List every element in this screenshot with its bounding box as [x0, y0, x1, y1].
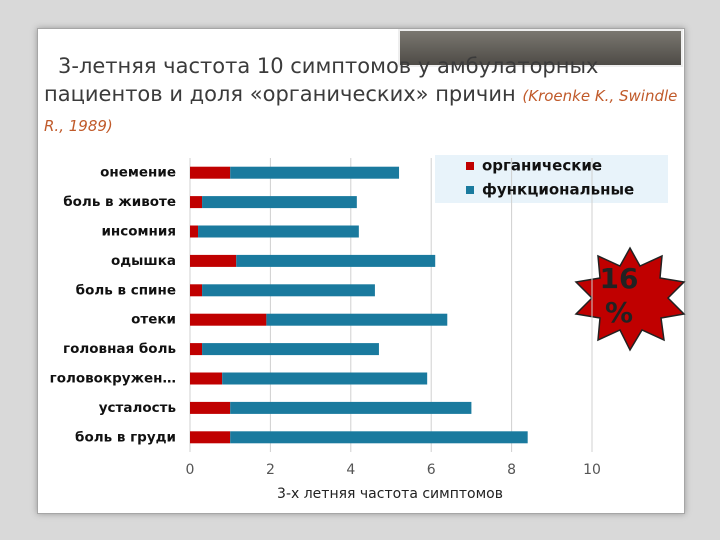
x-axis-label: 3-х летняя частота симптомов: [277, 486, 503, 502]
y-tick-label: головная боль: [63, 341, 176, 357]
bar-segment: [190, 343, 203, 356]
bar-segment: [190, 372, 223, 385]
y-tick-label: боль в животе: [63, 194, 176, 210]
legend-label: функциональные: [482, 181, 634, 199]
y-tick-label: боль в груди: [75, 429, 176, 445]
bar-segment: [190, 401, 231, 414]
legend-swatch: [466, 162, 474, 170]
bar-segment: [222, 372, 428, 385]
bar-segment: [190, 313, 267, 326]
annotation: 16 %: [599, 262, 639, 329]
bar-segment: [190, 284, 203, 297]
title-block: 3-летняя частота 10 симптомов у амбулато…: [44, 52, 684, 140]
decor-photo: [398, 29, 683, 67]
bar-segment: [202, 196, 357, 209]
bar-segment: [236, 254, 436, 267]
y-tick-label: боль в спине: [76, 282, 176, 298]
bar-segment: [202, 284, 375, 297]
legend-label: органические: [482, 157, 602, 175]
bar-segment: [190, 166, 231, 179]
bar-segment: [198, 225, 359, 238]
bar-segment: [190, 196, 203, 209]
x-tick-label: 10: [583, 462, 601, 478]
bar-segment: [230, 401, 472, 414]
bar-segment: [190, 225, 199, 238]
y-tick-label: отеки: [131, 312, 176, 328]
x-tick-label: 8: [507, 462, 516, 478]
x-tick-label: 4: [346, 462, 355, 478]
legend-swatch: [466, 186, 474, 194]
bar-segment: [202, 343, 379, 356]
y-tick-label: усталость: [99, 400, 176, 416]
x-tick-label: 2: [266, 462, 275, 478]
bar-segment: [230, 431, 528, 444]
bar-segment: [230, 166, 400, 179]
x-tick-label: 0: [186, 462, 195, 478]
bar-segment: [266, 313, 448, 326]
y-tick-label: онемение: [100, 165, 176, 181]
x-tick-label: 6: [427, 462, 436, 478]
chart-title: 3-летняя частота 10 симптомов у амбулато…: [44, 54, 599, 106]
y-tick-label: инсомния: [101, 224, 176, 240]
y-tick-label: головокружен…: [50, 371, 176, 387]
bar-segment: [190, 431, 231, 444]
citation: (Kroenke K., Swindle R., 1989): [44, 87, 678, 135]
bar-segment: [190, 254, 237, 267]
y-tick-label: одышка: [111, 253, 176, 269]
